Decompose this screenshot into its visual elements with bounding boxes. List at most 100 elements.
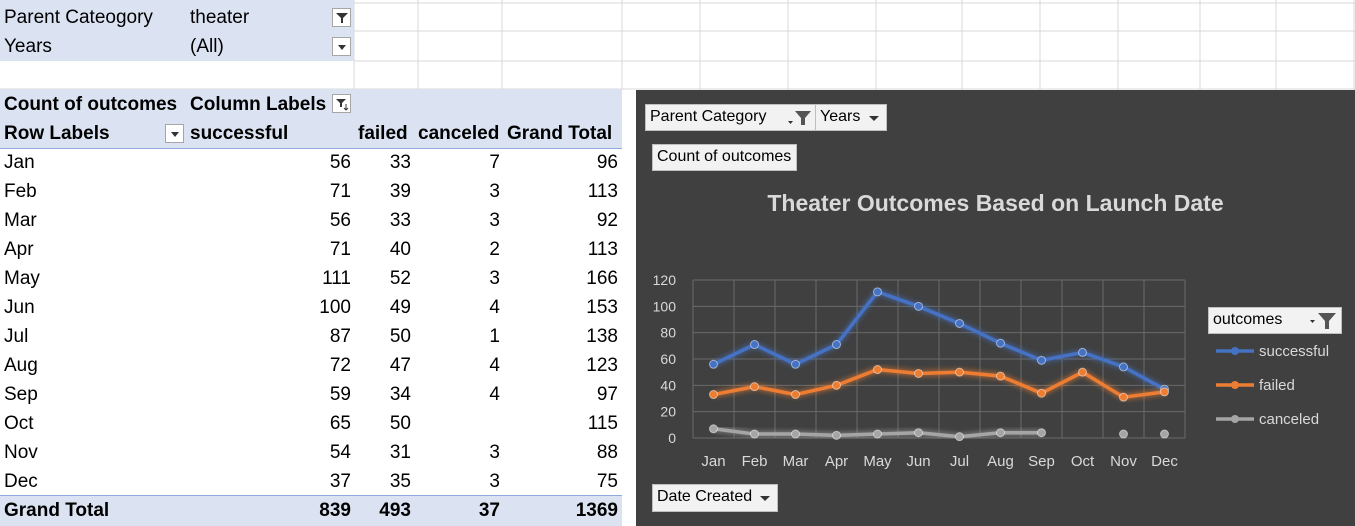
- cell-total: 138: [586, 326, 618, 347]
- filter-funnel-button[interactable]: [332, 8, 351, 27]
- cell-failed: 40: [389, 239, 411, 260]
- data-point-canceled[interactable]: [709, 424, 718, 434]
- row-label: Sep: [4, 384, 38, 405]
- data-point-successful[interactable]: [873, 287, 882, 297]
- cell-failed: 33: [389, 152, 411, 173]
- chart-outcomes-label: outcomes: [1213, 311, 1283, 328]
- data-point-failed[interactable]: [1160, 387, 1169, 397]
- data-point-failed[interactable]: [791, 390, 800, 400]
- chart-outcomes-button[interactable]: outcomes: [1208, 307, 1342, 334]
- data-point-failed[interactable]: [709, 390, 718, 400]
- chart-parent-category-button[interactable]: Parent Category: [645, 104, 816, 131]
- cell-successful: 100: [319, 297, 351, 318]
- cell-total: 115: [587, 413, 618, 434]
- cell-canceled: 3: [489, 442, 500, 463]
- cell-canceled: 4: [489, 355, 500, 376]
- cell-successful: 56: [329, 210, 351, 231]
- cell-canceled: 4: [489, 384, 500, 405]
- x-tick-label: Apr: [825, 453, 848, 470]
- x-tick-label: Feb: [742, 453, 768, 470]
- data-point-successful[interactable]: [1119, 362, 1128, 372]
- data-point-failed[interactable]: [1119, 392, 1128, 402]
- data-point-successful[interactable]: [1078, 347, 1087, 357]
- pivot-column-labels: Column Labels: [190, 94, 327, 115]
- row-labels-dropdown-button[interactable]: [165, 124, 184, 143]
- series-line-successful[interactable]: [712, 290, 1166, 391]
- chart-parent-category-label: Parent Category: [650, 108, 767, 125]
- data-point-successful[interactable]: [750, 340, 759, 350]
- filter-dropdown-button[interactable]: [332, 37, 351, 56]
- pivot-header: [0, 89, 622, 149]
- header-canceled: canceled: [418, 123, 500, 144]
- chart-years-label: Years: [820, 108, 861, 125]
- series-line-failed[interactable]: [713, 367, 1165, 399]
- pivot-chart[interactable]: Parent Category Years Count of outcomes …: [636, 90, 1355, 526]
- cell-successful: 56: [329, 152, 351, 173]
- pivot-row-labels: Row Labels: [4, 123, 110, 144]
- legend-label-successful[interactable]: successful: [1259, 343, 1329, 360]
- y-tick-label: 0: [668, 430, 676, 446]
- data-point-failed[interactable]: [832, 380, 841, 390]
- chart-date-created-button[interactable]: Date Created: [652, 484, 778, 512]
- grand-total-total: 1369: [575, 500, 618, 521]
- data-point-failed[interactable]: [996, 371, 1005, 381]
- data-point-failed[interactable]: [955, 367, 964, 377]
- data-point-canceled[interactable]: [791, 429, 800, 439]
- cell-total: 88: [596, 442, 618, 463]
- cell-total: 113: [587, 239, 618, 260]
- filter-parent-category-value[interactable]: theater: [190, 7, 250, 28]
- y-tick-label: 20: [660, 404, 676, 420]
- cell-total: 97: [596, 384, 618, 405]
- data-point-canceled[interactable]: [1037, 428, 1046, 438]
- data-point-successful[interactable]: [1037, 355, 1046, 365]
- data-point-canceled[interactable]: [1119, 429, 1128, 439]
- grand-total-successful: 839: [319, 500, 351, 521]
- row-label: Jul: [4, 326, 29, 347]
- row-label: Jun: [4, 297, 35, 318]
- chevron-down-icon: [171, 132, 179, 137]
- x-tick-label: May: [863, 453, 892, 470]
- x-tick-label: Mar: [783, 453, 809, 470]
- row-label: Nov: [4, 442, 38, 463]
- data-point-canceled[interactable]: [914, 428, 923, 438]
- cell-failed: 49: [389, 297, 411, 318]
- chart-count-of-outcomes-button[interactable]: Count of outcomes: [652, 144, 797, 171]
- data-point-successful[interactable]: [791, 359, 800, 369]
- data-point-failed[interactable]: [914, 368, 923, 378]
- data-point-canceled[interactable]: [750, 429, 759, 439]
- data-point-successful[interactable]: [955, 318, 964, 328]
- legend-label-failed[interactable]: failed: [1259, 377, 1295, 394]
- data-point-successful[interactable]: [996, 338, 1005, 348]
- chevron-down-icon: [869, 116, 879, 121]
- cell-canceled: 3: [489, 471, 500, 492]
- cell-failed: 52: [389, 268, 411, 289]
- row-label: Feb: [4, 181, 37, 202]
- filter-years-value[interactable]: (All): [190, 36, 224, 57]
- data-point-successful[interactable]: [914, 301, 923, 311]
- cell-total: 96: [596, 152, 618, 173]
- filter-years-label: Years: [4, 36, 52, 57]
- data-point-successful[interactable]: [709, 359, 718, 369]
- chart-years-button[interactable]: Years: [815, 104, 887, 131]
- data-point-canceled[interactable]: [1160, 429, 1169, 439]
- data-point-failed[interactable]: [750, 382, 759, 392]
- row-label: Mar: [4, 210, 37, 231]
- legend-label-canceled[interactable]: canceled: [1259, 411, 1319, 428]
- data-point-failed[interactable]: [873, 365, 882, 375]
- cell-failed: 50: [389, 326, 411, 347]
- funnel-icon: [1310, 313, 1336, 329]
- cell-failed: 47: [389, 355, 411, 376]
- funnel-icon: [336, 13, 348, 23]
- data-point-successful[interactable]: [832, 340, 841, 350]
- data-point-canceled[interactable]: [955, 432, 964, 442]
- data-point-canceled[interactable]: [873, 429, 882, 439]
- data-point-failed[interactable]: [1037, 388, 1046, 398]
- row-label: Aug: [4, 355, 38, 376]
- y-tick-label: 60: [660, 351, 676, 367]
- chevron-down-icon: [760, 496, 770, 501]
- column-labels-filter-button[interactable]: [332, 94, 351, 113]
- pivot-filter-area: [0, 0, 354, 61]
- data-point-canceled[interactable]: [832, 430, 841, 440]
- data-point-canceled[interactable]: [996, 428, 1005, 438]
- data-point-failed[interactable]: [1078, 367, 1087, 377]
